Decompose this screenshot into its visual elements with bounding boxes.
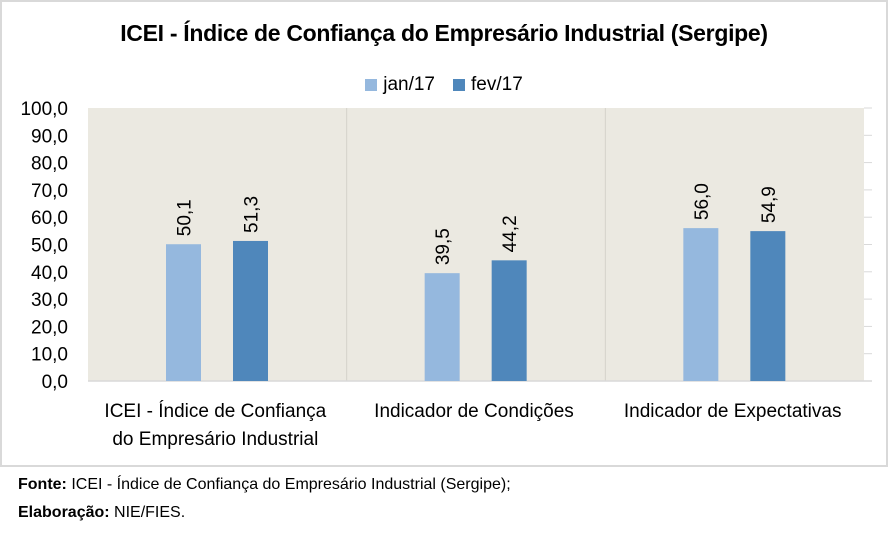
footer-source-label: Fonte: — [18, 476, 67, 493]
y-tick-label: 80,0 — [31, 154, 68, 175]
x-category-label: do Empresário Industrial — [112, 429, 318, 450]
y-tick-label: 70,0 — [31, 181, 68, 202]
bar-chart: 0,0 10,0 20,0 30,0 40,0 50,0 60,0 70,0 80,0 90,0 1… — [20, 99, 872, 450]
legend-swatch-fev — [453, 79, 465, 91]
legend-item-jan: jan/17 — [365, 74, 435, 96]
bar-jan-17-2 — [683, 228, 719, 381]
bar-fev-17-2 — [750, 231, 786, 381]
plot-area — [88, 108, 864, 381]
data-label: 44,2 — [500, 215, 521, 252]
legend-label-fev: fev/17 — [471, 74, 523, 95]
legend: jan/17 fev/17 — [0, 74, 888, 96]
y-tick-label: 50,0 — [31, 236, 68, 257]
footer-credit: Elaboração: NIE/FIES. — [18, 504, 185, 522]
x-category-label: Indicador de Expectativas — [624, 401, 842, 422]
y-tick-label: 60,0 — [31, 208, 68, 229]
y-tick-label: 90,0 — [31, 126, 68, 147]
y-tick-label: 0,0 — [42, 372, 68, 393]
x-category-label: Indicador de Condições — [374, 401, 574, 422]
data-label: 50,1 — [175, 199, 196, 236]
x-category-label: ICEI - Índice de Confiança — [104, 401, 326, 422]
footer-credit-text: NIE/FIES. — [109, 504, 186, 521]
bar-fev-17-1 — [491, 260, 527, 381]
data-label: 56,0 — [692, 183, 713, 220]
data-label: 54,9 — [759, 186, 780, 223]
footer-credit-label: Elaboração: — [18, 504, 110, 521]
y-tick-label: 20,0 — [31, 317, 68, 338]
data-label: 39,5 — [433, 228, 454, 265]
footer-source: Fonte: ICEI - Índice de Confiança do Emp… — [18, 476, 511, 494]
legend-label-jan: jan/17 — [383, 74, 435, 95]
bar-jan-17-0 — [166, 244, 201, 381]
y-tick-label: 100,0 — [20, 99, 68, 120]
chart-title: ICEI - Índice de Confiança do Empresário… — [120, 20, 768, 46]
y-tick-label: 10,0 — [31, 345, 68, 366]
bar-fev-17-0 — [233, 240, 268, 381]
legend-item-fev: fev/17 — [453, 74, 523, 96]
y-tick-label: 30,0 — [31, 290, 68, 311]
bar-jan-17-1 — [424, 273, 460, 381]
y-tick-label: 40,0 — [31, 263, 68, 284]
data-label: 51,3 — [242, 196, 263, 233]
legend-swatch-jan — [365, 79, 378, 91]
footer-source-text: ICEI - Índice de Confiança do Empresário… — [66, 476, 511, 493]
